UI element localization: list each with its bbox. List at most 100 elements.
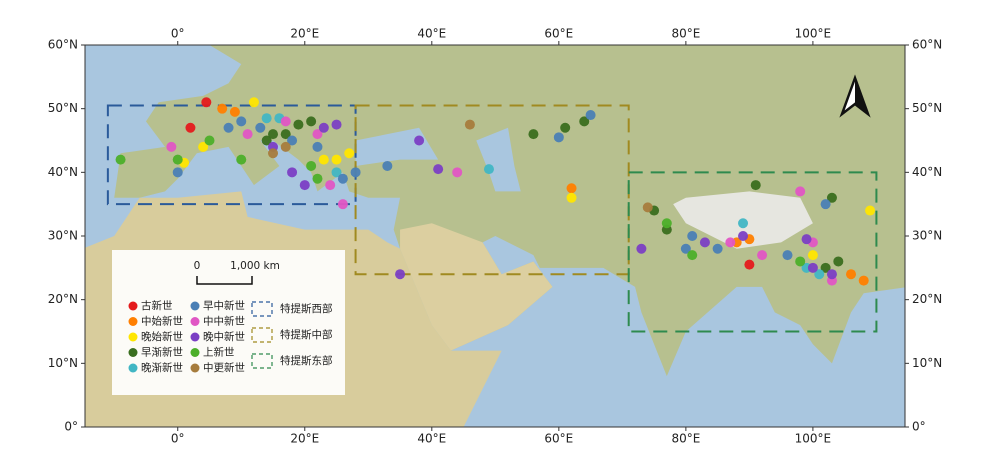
legend-label: 中始新世 xyxy=(141,315,183,328)
scale-label: 1,000 km xyxy=(230,260,280,272)
point xyxy=(312,129,323,140)
point xyxy=(807,262,818,273)
point xyxy=(744,259,755,270)
point xyxy=(566,192,577,203)
point xyxy=(687,231,698,241)
region-box xyxy=(106,104,357,206)
eurasia xyxy=(114,45,905,377)
point xyxy=(483,164,494,175)
legend-marker xyxy=(190,317,200,326)
point xyxy=(229,106,240,117)
y-tick-label: 40°N xyxy=(912,165,942,179)
point xyxy=(268,129,279,140)
point xyxy=(217,103,228,114)
legend-label: 中中新世 xyxy=(203,315,245,328)
point xyxy=(807,250,818,261)
x-tick-label: 80°E xyxy=(671,432,700,446)
point xyxy=(248,97,259,108)
marks xyxy=(106,97,878,333)
point xyxy=(782,250,793,261)
legend-label: 中更新世 xyxy=(203,361,245,374)
y-tick-label: 10°N xyxy=(48,356,78,370)
point xyxy=(280,129,291,140)
legend-marker xyxy=(128,301,138,311)
caspian-sea xyxy=(476,127,521,192)
arabia xyxy=(400,223,553,351)
point xyxy=(395,269,406,280)
legend-marker xyxy=(128,363,138,373)
y-tick-label: 20°N xyxy=(912,292,942,306)
point xyxy=(687,250,698,261)
point xyxy=(795,256,806,267)
point xyxy=(820,262,831,273)
x-tick-label: 60°E xyxy=(544,432,573,446)
point xyxy=(452,167,463,178)
legend-marker xyxy=(190,363,200,373)
point xyxy=(331,167,342,178)
point xyxy=(642,202,653,213)
x-tick-label: 40°E xyxy=(417,27,446,41)
point xyxy=(414,135,425,146)
scale-bar xyxy=(196,276,253,285)
point xyxy=(223,122,234,133)
point xyxy=(172,167,183,178)
point xyxy=(166,141,177,152)
legend-marker xyxy=(128,317,138,326)
legend-marker xyxy=(190,301,200,311)
legend-marker xyxy=(190,348,200,357)
point xyxy=(287,167,298,178)
point xyxy=(433,164,444,175)
point xyxy=(287,135,298,146)
point xyxy=(757,250,768,261)
x-tick-label: 0° xyxy=(171,27,185,41)
point xyxy=(337,199,348,210)
point xyxy=(826,192,837,203)
y-tick-label: 10°N xyxy=(912,356,942,370)
point xyxy=(738,218,749,229)
legend-label: 早渐新世 xyxy=(141,346,183,359)
legend-label: 早中新世 xyxy=(203,299,245,312)
x-tick-label: 0° xyxy=(171,432,185,446)
legend-region xyxy=(251,327,273,343)
point xyxy=(680,243,691,254)
point xyxy=(846,269,857,280)
point xyxy=(236,154,247,165)
point xyxy=(280,116,291,127)
y-tick-label: 50°N xyxy=(48,101,78,115)
y-tick-label: 40°N xyxy=(48,165,78,179)
point xyxy=(833,256,844,267)
point xyxy=(528,129,539,140)
point xyxy=(553,132,564,143)
point xyxy=(464,119,475,130)
point xyxy=(699,237,710,248)
y-tick-label: 60°N xyxy=(912,38,942,52)
point xyxy=(318,154,329,165)
point xyxy=(306,116,317,127)
legend-marker xyxy=(128,332,138,342)
y-tick-label: 60°N xyxy=(48,38,78,52)
point xyxy=(337,173,348,184)
point xyxy=(814,269,825,280)
y-tick-label: 0° xyxy=(912,420,926,434)
point xyxy=(201,97,212,108)
y-tick-label: 30°N xyxy=(48,229,78,243)
y-tick-label: 20°N xyxy=(48,292,78,306)
point xyxy=(579,116,590,127)
point xyxy=(382,160,393,171)
legend-label: 晚始新世 xyxy=(141,330,183,343)
legend-label: 晚中新世 xyxy=(203,330,245,343)
y-tick-label: 50°N xyxy=(912,101,942,115)
point xyxy=(795,186,806,197)
north-arrow-half xyxy=(855,78,868,114)
point xyxy=(566,183,577,194)
point xyxy=(820,199,831,210)
x-tick-label: 60°E xyxy=(544,27,573,41)
y-tick-label: 30°N xyxy=(912,229,942,243)
point xyxy=(172,154,183,165)
point xyxy=(242,129,253,140)
point xyxy=(280,141,291,152)
point xyxy=(293,119,304,130)
legend-label: 古新世 xyxy=(141,299,173,312)
